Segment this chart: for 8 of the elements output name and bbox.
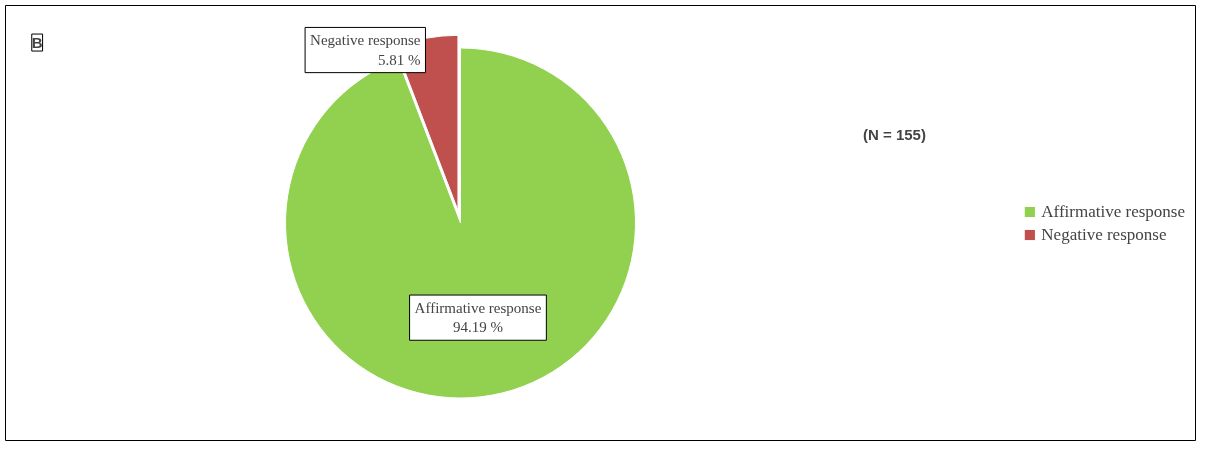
slice-label: Affirmative response — [414, 300, 542, 317]
text: B — [31, 34, 43, 52]
text: (N = 155) — [863, 125, 926, 143]
legend-label: Affirmative response — [1041, 201, 1185, 221]
legend-label: Negative response — [1041, 224, 1167, 244]
data-label: 94.19 % — [452, 319, 503, 336]
data-label: 5.81 % — [377, 51, 421, 68]
slice-label: Negative response — [310, 32, 421, 49]
